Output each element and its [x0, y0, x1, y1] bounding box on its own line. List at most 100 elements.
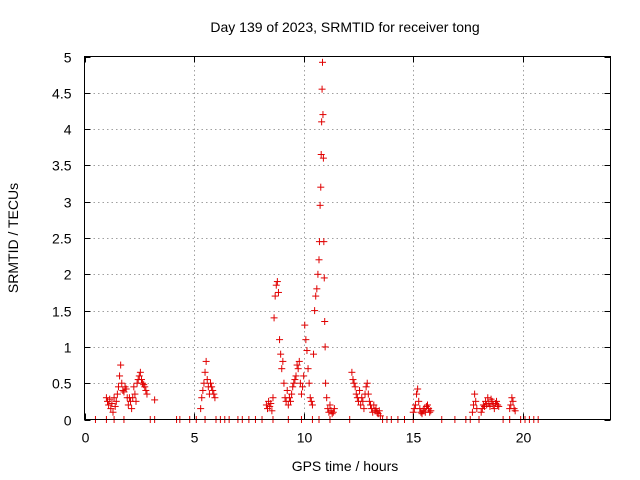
data-point	[273, 278, 281, 286]
data-point	[314, 270, 322, 278]
y-tick-label: 4	[64, 122, 72, 138]
data-point	[508, 394, 516, 402]
data-point	[318, 85, 326, 93]
data-point	[105, 401, 113, 409]
data-point	[136, 368, 144, 376]
data-point	[470, 401, 478, 409]
data-point	[269, 394, 277, 402]
data-point	[285, 394, 293, 402]
data-point	[472, 397, 480, 405]
data-point	[129, 394, 137, 402]
data-point	[494, 401, 502, 409]
data-point	[203, 376, 211, 384]
data-point	[143, 390, 151, 398]
data-point	[315, 256, 323, 264]
data-point	[365, 397, 373, 405]
plot-frame	[84, 56, 611, 420]
y-tick-label: 2.5	[52, 231, 72, 247]
data-point	[313, 285, 321, 293]
data-point	[350, 379, 358, 387]
data-point	[360, 405, 368, 413]
data-point	[109, 408, 117, 416]
data-point	[356, 386, 364, 394]
data-point	[321, 317, 329, 325]
data-point	[210, 390, 218, 398]
y-tick-label: 3	[64, 195, 72, 211]
data-point	[289, 383, 297, 391]
data-point	[319, 154, 327, 162]
data-point	[130, 383, 138, 391]
data-point	[415, 397, 423, 405]
y-tick-label: 3.5	[52, 158, 72, 174]
y-tick-label: 4.5	[52, 86, 72, 102]
data-points	[91, 58, 542, 423]
data-point	[319, 111, 327, 119]
y-tick-labels: 0 0.5 1 1.5 2 2.5 3 3.5 4 4.5 5	[52, 50, 72, 429]
data-point	[111, 402, 119, 410]
data-point	[211, 394, 219, 402]
data-point	[321, 343, 329, 351]
axis-ticks	[84, 56, 611, 421]
data-point	[359, 397, 367, 405]
data-point	[326, 401, 334, 409]
data-point	[294, 365, 302, 373]
x-tick-labels: 0 5 10 15 20	[82, 430, 532, 446]
data-point	[426, 408, 434, 416]
x-tick-label: 15	[406, 430, 422, 446]
data-point	[116, 372, 124, 380]
data-point	[329, 408, 337, 416]
data-point	[468, 408, 476, 416]
data-point	[280, 379, 288, 387]
x-tick-label: 5	[191, 430, 199, 446]
data-point	[106, 395, 114, 403]
grid-lines	[84, 56, 611, 420]
x-axis-label: GPS time / hours	[292, 458, 399, 474]
data-point	[114, 383, 122, 391]
data-point	[299, 383, 307, 391]
x-tick-label: 10	[297, 430, 313, 446]
data-point	[305, 379, 313, 387]
data-point	[292, 372, 300, 380]
data-point	[297, 390, 305, 398]
data-point	[370, 401, 378, 409]
data-point	[290, 379, 298, 387]
data-point	[271, 292, 279, 300]
data-point	[293, 361, 301, 369]
data-point	[362, 383, 370, 391]
data-point	[102, 394, 110, 402]
data-point	[323, 394, 331, 402]
data-point	[113, 390, 121, 398]
data-point	[375, 407, 383, 415]
data-point	[307, 397, 315, 405]
data-point	[423, 401, 431, 409]
data-point	[107, 405, 115, 413]
x-tick-label: 0	[82, 430, 90, 446]
data-point	[490, 405, 498, 413]
data-point	[279, 357, 287, 365]
data-point	[201, 368, 209, 376]
data-point	[358, 394, 366, 402]
data-point	[509, 397, 517, 405]
data-point	[142, 386, 150, 394]
data-point	[117, 361, 125, 369]
y-tick-label: 5	[64, 50, 72, 66]
y-axis-label: SRMTID / TECUs	[5, 183, 21, 293]
data-point	[363, 379, 371, 387]
y-tick-label: 0	[64, 413, 72, 429]
data-point	[207, 379, 215, 387]
data-point	[137, 376, 145, 384]
data-point	[118, 379, 126, 387]
data-point	[348, 368, 356, 376]
data-point	[322, 379, 330, 387]
data-point	[200, 379, 208, 387]
data-point	[376, 412, 384, 420]
data-point	[364, 390, 372, 398]
data-point	[317, 151, 325, 159]
data-point	[266, 402, 274, 410]
data-point	[300, 372, 308, 380]
data-point	[131, 390, 139, 398]
data-point	[151, 396, 159, 404]
data-point	[330, 405, 338, 413]
data-point	[108, 400, 116, 408]
